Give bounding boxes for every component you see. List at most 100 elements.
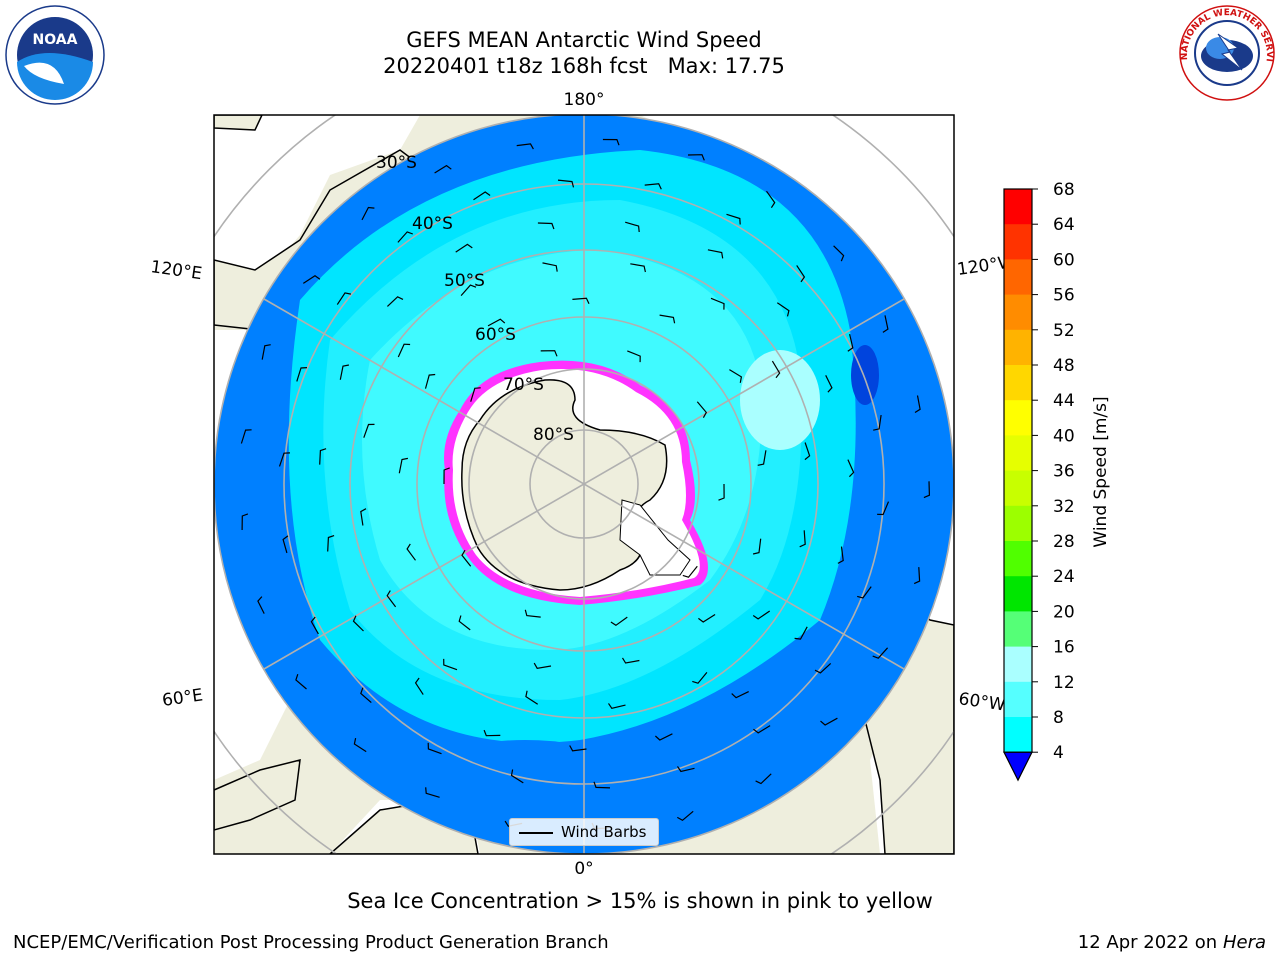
wind-barb [877, 501, 890, 516]
wind-barb [753, 725, 771, 734]
map-frame [213, 114, 955, 855]
lat-label-60: 60°S [475, 325, 516, 345]
wind-barb [278, 452, 291, 467]
lon-label-bottom: 0° [574, 859, 593, 879]
wind-barb [319, 448, 327, 465]
wind-barb [872, 647, 889, 659]
wind-barb [336, 292, 352, 305]
wind-barb [473, 191, 491, 201]
wind-barb [524, 609, 541, 618]
wind-barb [434, 164, 452, 174]
wind-barb [825, 375, 833, 393]
wind-barb [310, 616, 319, 635]
colorbar-segment [1004, 470, 1032, 507]
wind-barb [731, 691, 749, 699]
wind-barb [752, 610, 771, 620]
colorbar-tick-label: 36 [1053, 462, 1075, 482]
wind-barb [353, 737, 367, 753]
antarctica [444, 360, 708, 605]
wind-barb [487, 318, 506, 327]
legend-line-icon [519, 832, 553, 834]
colorbar-label: Wind Speed [m/s] [1091, 396, 1111, 547]
wind-barb [424, 373, 436, 389]
wind-barb [339, 364, 350, 380]
wind-barb [610, 616, 628, 627]
wind-barb [696, 401, 708, 418]
lat-label-40: 40°S [412, 214, 453, 234]
wind-barb [241, 513, 249, 531]
wind-barb [397, 231, 414, 243]
colorbar-tick-label: 8 [1053, 708, 1064, 728]
colorbar-tick-label: 68 [1053, 180, 1075, 200]
wind-barb [257, 596, 265, 614]
colorbar-tick-label: 12 [1053, 673, 1075, 693]
lat-label-70: 70°S [503, 375, 544, 395]
colorbar-segment [1004, 611, 1032, 648]
colorbar-tick-label: 60 [1053, 250, 1075, 270]
colorbar-segment [1004, 259, 1032, 296]
wind-barb [698, 613, 716, 623]
wind-barb [414, 677, 424, 695]
colorbar-tick-label: 16 [1053, 638, 1075, 658]
legend-label: Wind Barbs [561, 823, 647, 841]
footer-credit: NCEP/EMC/Verification Post Processing Pr… [13, 932, 609, 953]
wind-barb [397, 343, 411, 358]
wind-barb [483, 729, 501, 737]
wind-barb [755, 773, 772, 785]
colorbar-tick-label: 48 [1053, 356, 1075, 376]
wind-barb [833, 245, 845, 262]
wind-barb [914, 395, 921, 414]
wind-barb [913, 567, 921, 585]
wind-barb [443, 467, 450, 485]
sea-ice-caption: Sea Ice Concentration > 15% is shown in … [347, 889, 933, 913]
wind-barb [516, 143, 534, 150]
wind-barb [837, 546, 844, 564]
wind-barb [794, 626, 808, 640]
wind-barb [470, 387, 481, 402]
wind-barb [593, 781, 611, 789]
wind-barb [282, 535, 289, 554]
footer-date: 12 Apr 2022 on Hera [1077, 932, 1266, 953]
wind-barb [707, 249, 724, 259]
lon-label-top: 180° [564, 90, 605, 110]
wind-barb [460, 284, 477, 296]
colorbar-segment [1004, 365, 1032, 401]
wind-barb [296, 367, 308, 382]
wind-barb [804, 442, 811, 461]
map-title-line1: GEFS MEAN Antarctic Wind Speed [406, 28, 762, 52]
wind-barb [540, 350, 558, 357]
wind-barb [525, 690, 539, 705]
map-area [214, 115, 954, 854]
colorbar-segment [1004, 189, 1032, 225]
wind-barb [360, 508, 367, 526]
wind-barb [820, 717, 838, 726]
wind-barb [461, 549, 472, 567]
colorbar: 68 64 60 56 52 48 44 40 36 32 28 24 20 16 12 8 4 [1003, 180, 1075, 782]
wind-barb [295, 674, 307, 690]
wind-barb [510, 769, 524, 784]
wind-barb [873, 415, 882, 431]
wind-barb [814, 662, 832, 674]
wind-barb [776, 302, 790, 317]
colorbar-underflow [1003, 751, 1033, 782]
wind-barb [621, 657, 640, 664]
wind-barb [771, 360, 781, 379]
wind-barb [360, 687, 372, 704]
wind-barb [752, 538, 762, 555]
map-title-line2: 20220401 t18z 168h fcst Max: 17.75 [383, 54, 785, 78]
colorbar-tick-label: 24 [1053, 567, 1075, 587]
wind-barb [796, 265, 806, 283]
wind-barb [847, 333, 854, 352]
wind-barb [533, 662, 552, 669]
colorbar-tick-label: 56 [1053, 286, 1075, 306]
wind-barb [659, 314, 676, 324]
wind-barb [557, 179, 575, 188]
wind-barb [757, 450, 767, 466]
wind-barb [240, 429, 252, 444]
wind-barb [542, 262, 558, 272]
lon-label-left-upper: 120°E [149, 257, 203, 284]
colorbar-segment [1004, 681, 1032, 718]
lon-label-left-lower: 60°E [161, 685, 204, 710]
colorbar-tick-label: 44 [1053, 391, 1075, 411]
wind-barb [363, 423, 375, 438]
